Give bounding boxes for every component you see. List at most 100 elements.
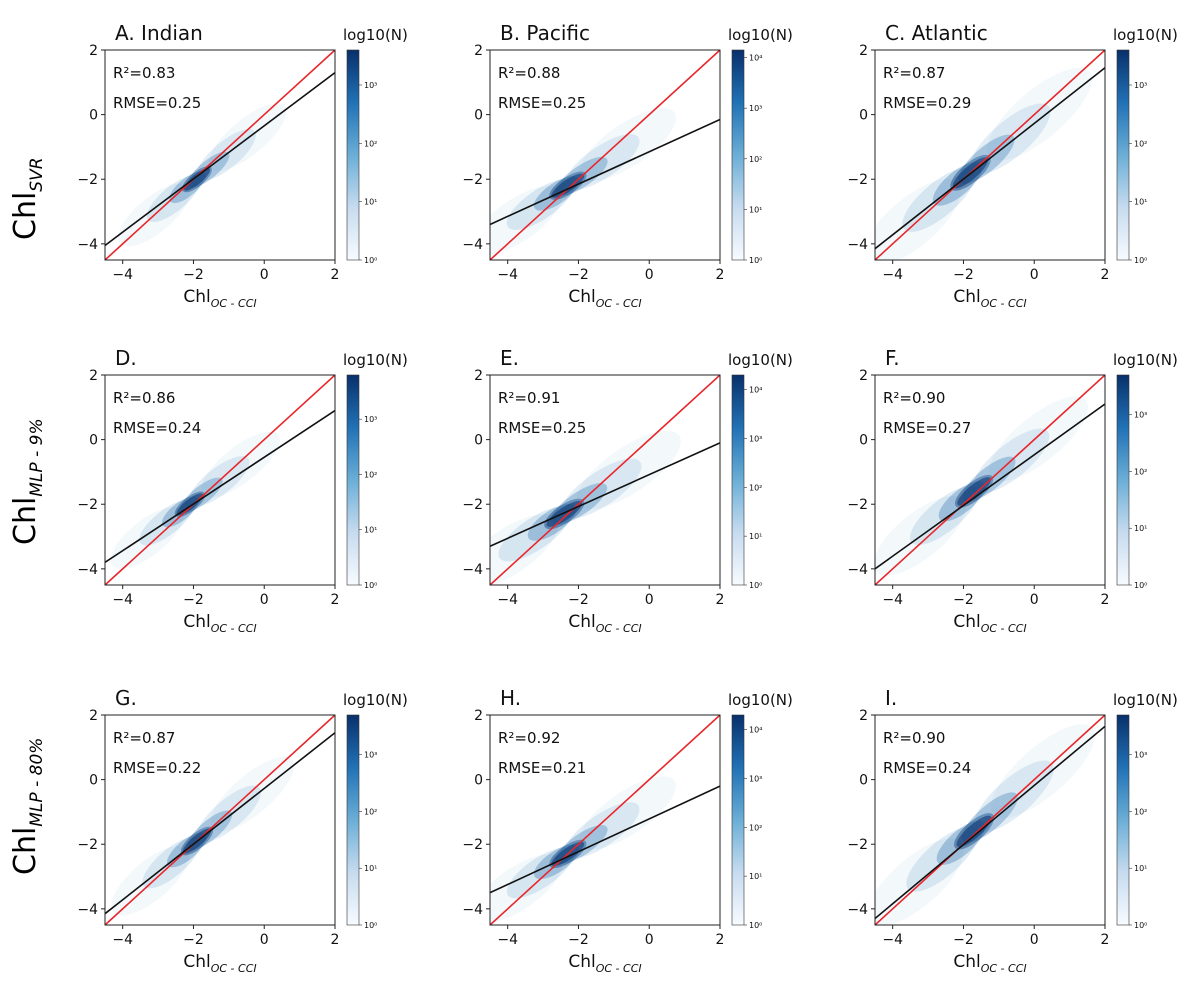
one-to-one-line bbox=[490, 375, 720, 585]
density-blob bbox=[490, 186, 563, 255]
y-tick-label: 0 bbox=[859, 773, 868, 789]
x-tick-label: −2 bbox=[568, 592, 589, 608]
x-tick-label: −2 bbox=[568, 932, 589, 948]
chart-svg: −4 −2 0 2 −4 −2 0 2 C. Atlantic R²=0.87 RMSE=0.29 C… bbox=[847, 21, 1178, 310]
x-tick-label: −2 bbox=[183, 592, 204, 608]
row-label-svr: ChlSVR bbox=[8, 157, 47, 240]
x-axis-label: ChlOC - CCI bbox=[953, 287, 1026, 310]
colorbar-tick-label: 10² bbox=[1134, 807, 1147, 816]
panel-title: D. bbox=[115, 346, 137, 370]
colorbar-title: log10(N) bbox=[728, 26, 793, 44]
panel-i: −4 −2 0 2 −4 −2 0 2 I. R²=0.90 RMSE=0.24 ChlOC - CC… bbox=[825, 675, 1178, 975]
colorbar-tick-label: 10⁰ bbox=[1134, 581, 1147, 590]
colorbar bbox=[1116, 714, 1130, 926]
one-to-one-line bbox=[105, 375, 335, 585]
y-tick-label: −4 bbox=[462, 902, 483, 918]
panel-title: B. Pacific bbox=[500, 21, 590, 45]
x-tick-label: 0 bbox=[1030, 932, 1039, 948]
colorbar bbox=[1116, 49, 1130, 261]
colorbar-title: log10(N) bbox=[343, 691, 408, 709]
y-tick-label: 0 bbox=[859, 433, 868, 449]
axes-frame bbox=[874, 714, 1106, 926]
y-tick-label: −2 bbox=[462, 837, 483, 853]
y-tick-label: −4 bbox=[462, 562, 483, 578]
colorbar-tick-label: 10¹ bbox=[1134, 864, 1147, 873]
r-squared-label: R²=0.91 bbox=[498, 389, 560, 407]
panel-title: A. Indian bbox=[115, 21, 203, 45]
r-squared-label: R²=0.92 bbox=[498, 729, 560, 747]
regression-fit-line bbox=[490, 118, 720, 226]
rmse-label: RMSE=0.24 bbox=[883, 759, 971, 777]
x-tick-label: 2 bbox=[716, 932, 725, 948]
colorbar-tick-label: 10³ bbox=[749, 434, 762, 443]
x-axis-label: ChlOC - CCI bbox=[953, 952, 1026, 975]
y-tick-label: 2 bbox=[474, 708, 483, 724]
x-tick-label: 0 bbox=[260, 592, 269, 608]
rmse-label: RMSE=0.25 bbox=[498, 94, 586, 112]
chart-svg: −4 −2 0 2 −4 −2 0 2 F. R²=0.90 RMSE=0.27 ChlOC - CC… bbox=[847, 346, 1178, 635]
chart-svg: −4 −2 0 2 −4 −2 0 2 B. Pacific R²=0.88 RMSE=0.25 Ch… bbox=[462, 21, 793, 310]
colorbar-tick-label: 10⁴ bbox=[749, 386, 762, 395]
y-tick-label: −2 bbox=[462, 172, 483, 188]
colorbar-tick-label: 10³ bbox=[749, 104, 762, 113]
x-tick-label: −4 bbox=[112, 932, 133, 948]
density-core bbox=[546, 501, 583, 527]
y-tick-label: 2 bbox=[859, 368, 868, 384]
r-squared-label: R²=0.88 bbox=[498, 64, 560, 82]
panel-title: C. Atlantic bbox=[885, 21, 988, 45]
x-tick-label: −2 bbox=[183, 267, 204, 283]
colorbar-tick-label: 10⁴ bbox=[749, 726, 762, 735]
y-tick-label: −4 bbox=[847, 237, 868, 253]
chart-svg: −4 −2 0 2 −4 −2 0 2 I. R²=0.90 RMSE=0.24 ChlOC - CC… bbox=[847, 686, 1178, 975]
x-tick-label: 0 bbox=[645, 932, 654, 948]
y-tick-label: −4 bbox=[77, 902, 98, 918]
one-to-one-line bbox=[875, 715, 1105, 925]
rmse-label: RMSE=0.22 bbox=[113, 759, 201, 777]
y-tick-label: 2 bbox=[859, 43, 868, 59]
axes-frame bbox=[874, 49, 1106, 261]
colorbar bbox=[731, 49, 745, 261]
colorbar-tick-label: 10² bbox=[1134, 467, 1147, 476]
density-heatmap bbox=[490, 430, 681, 585]
colorbar bbox=[346, 374, 360, 586]
colorbar-tick-label: 10⁰ bbox=[364, 921, 377, 930]
colorbar-tick-label: 10¹ bbox=[749, 205, 762, 214]
regression-fit-line bbox=[875, 67, 1105, 250]
x-tick-label: −4 bbox=[497, 932, 518, 948]
rmse-label: RMSE=0.27 bbox=[883, 419, 971, 437]
colorbar-tick-label: 10⁰ bbox=[749, 256, 762, 265]
x-tick-label: −4 bbox=[497, 267, 518, 283]
density-blob bbox=[875, 495, 966, 576]
y-tick-label: 0 bbox=[89, 773, 98, 789]
colorbar-tick-label: 10⁰ bbox=[364, 581, 377, 590]
x-tick-label: 0 bbox=[1030, 267, 1039, 283]
panel-h: −4 −2 0 2 −4 −2 0 2 H. R²=0.92 RMSE=0.21 ChlOC - CC… bbox=[440, 675, 793, 975]
colorbar-tick-label: 10⁴ bbox=[749, 54, 762, 63]
colorbar-tick-label: 10⁰ bbox=[749, 921, 762, 930]
x-tick-label: −4 bbox=[882, 932, 903, 948]
colorbar-title: log10(N) bbox=[343, 26, 408, 44]
x-tick-label: 0 bbox=[645, 267, 654, 283]
colorbar-tick-label: 10² bbox=[364, 807, 377, 816]
density-core bbox=[551, 173, 585, 198]
colorbar-tick-label: 10³ bbox=[749, 774, 762, 783]
colorbar-tick-label: 10² bbox=[749, 823, 762, 832]
axes-frame bbox=[489, 714, 721, 926]
axes-frame bbox=[874, 374, 1106, 586]
chart-svg: −4 −2 0 2 −4 −2 0 2 H. R²=0.92 RMSE=0.21 ChlOC - CC… bbox=[462, 686, 793, 975]
regression-fit-line bbox=[105, 732, 335, 915]
panel-title: G. bbox=[115, 686, 137, 710]
colorbar bbox=[731, 714, 745, 926]
panel-title: F. bbox=[885, 346, 900, 370]
rmse-label: RMSE=0.24 bbox=[113, 419, 201, 437]
colorbar-title: log10(N) bbox=[728, 351, 793, 369]
chart-svg: −4 −2 0 2 −4 −2 0 2 E. R²=0.91 RMSE=0.25 ChlOC - CC… bbox=[462, 346, 793, 635]
y-tick-label: −4 bbox=[847, 902, 868, 918]
density-blob bbox=[490, 854, 563, 924]
one-to-one-line bbox=[490, 50, 720, 260]
r-squared-label: R²=0.87 bbox=[883, 64, 945, 82]
colorbar-tick-label: 10¹ bbox=[749, 532, 762, 541]
axes-frame bbox=[489, 49, 721, 261]
panel-c-atlantic: −4 −2 0 2 −4 −2 0 2 C. Atlantic R²=0.87 RMSE=0.29 C… bbox=[825, 10, 1178, 310]
y-tick-label: −2 bbox=[77, 837, 98, 853]
